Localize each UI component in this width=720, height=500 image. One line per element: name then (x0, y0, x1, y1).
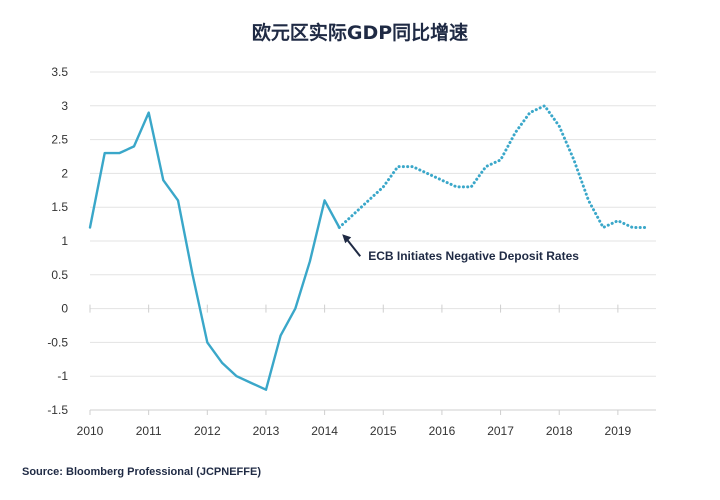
source-note: Source: Bloomberg Professional (JCPNEFFE… (22, 466, 261, 478)
x-tick-label: 2016 (429, 424, 456, 438)
annotation-text: ECB Initiates Negative Deposit Rates (368, 249, 579, 263)
x-tick-label: 2015 (370, 424, 397, 438)
y-tick-label: 2.5 (51, 133, 68, 147)
y-tick-label: 0 (61, 302, 68, 316)
chart-title: 欧元区实际GDP同比增速 (251, 22, 469, 44)
x-tick-label: 2010 (77, 424, 104, 438)
y-tick-label: 2 (61, 166, 68, 180)
y-tick-label: -1.5 (47, 403, 68, 417)
gridlines (90, 71, 656, 377)
x-tick-label: 2017 (487, 424, 514, 438)
y-tick-label: 1.5 (51, 200, 68, 214)
x-tick-label: 2018 (546, 424, 573, 438)
x-tick-label: 2011 (136, 424, 162, 438)
y-tick-label: 0.5 (51, 268, 68, 282)
y-tick-label: -0.5 (47, 335, 68, 349)
x-tick-label: 2012 (194, 424, 221, 438)
annotation-arrow-head (342, 234, 352, 244)
x-tick-label: 2019 (605, 424, 632, 438)
x-axis: 2010 2011 2012 2013 2014 2015 2016 2017 2018 2019 (77, 304, 656, 438)
x-tick-label: 2014 (311, 424, 338, 438)
annotation-group: ECB Initiates Negative Deposit Rates (342, 234, 579, 263)
series-line-dotted (337, 104, 649, 229)
x-tick-label: 2013 (253, 424, 280, 438)
y-tick-label: 1 (61, 234, 68, 248)
series-line-solid (88, 111, 341, 391)
y-tick-label: 3 (61, 99, 68, 113)
series-lines (88, 104, 649, 391)
y-tick-label: 3.5 (51, 65, 68, 79)
y-tick-label: -1 (57, 369, 68, 383)
y-axis-ticks: 3.5 3 2.5 2 1.5 1 0.5 0 -0.5 -1 -1.5 (47, 65, 68, 417)
